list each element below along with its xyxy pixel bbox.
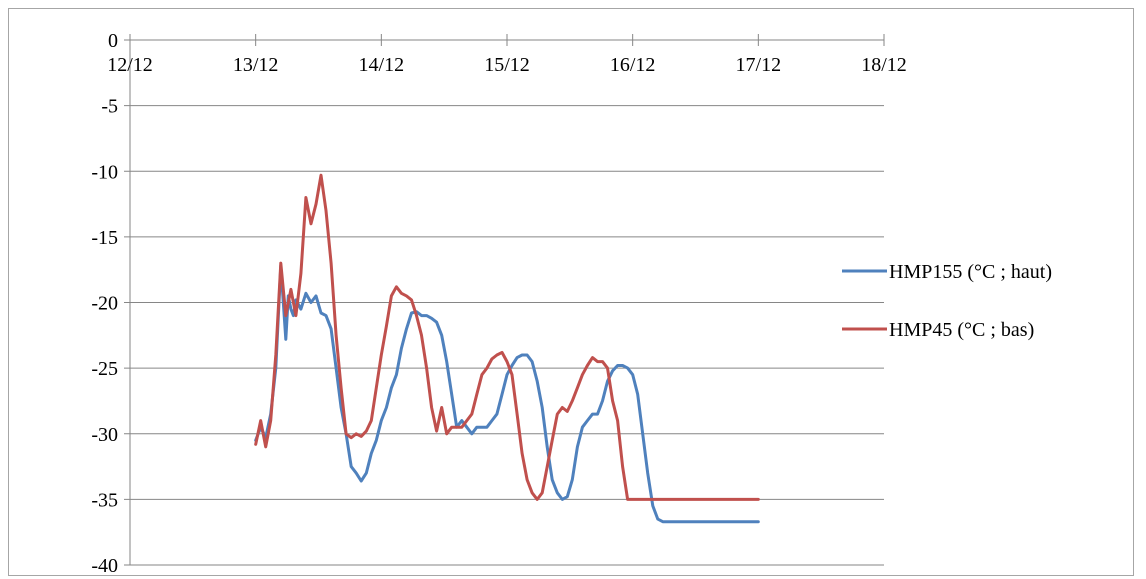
series-lines [254, 173, 760, 524]
grid-lines [130, 105, 884, 566]
axes [124, 34, 885, 566]
y-tick-label: -15 [91, 227, 118, 249]
x-tick-label: 17/12 [736, 54, 782, 76]
y-tick-labels: 0 -5 -10 -15 -20 -25 -30 -35 -40 [91, 30, 118, 577]
y-tick-label: -10 [91, 161, 118, 183]
y-tick-label: 0 [108, 30, 118, 52]
series-line-hmp45 [254, 173, 760, 501]
x-tick-label: 16/12 [610, 54, 656, 76]
y-tick-label: -25 [91, 358, 118, 380]
y-tick-label: -30 [91, 424, 118, 446]
chart-frame: 0 -5 -10 -15 -20 -25 -30 -35 -40 12/12 13/12 14/12… [8, 8, 1134, 577]
legend: HMP155 (°C ; haut) HMP45 (°C ; bas) [842, 261, 1052, 341]
legend-label: HMP45 (°C ; bas) [889, 319, 1034, 341]
y-tick-label: -20 [91, 293, 118, 315]
series-line-hmp155 [254, 264, 760, 524]
line-chart: 0 -5 -10 -15 -20 -25 -30 -35 -40 12/12 13/12 14/12… [91, 30, 1052, 577]
x-tick-label: 13/12 [233, 54, 279, 76]
x-tick-labels: 12/12 13/12 14/12 15/12 16/12 17/12 18/12 [107, 54, 907, 76]
x-tick-label: 14/12 [359, 54, 405, 76]
x-tick-label: 18/12 [861, 54, 907, 76]
x-tick-label: 15/12 [484, 54, 530, 76]
y-tick-label: -35 [91, 489, 118, 511]
y-tick-label: -40 [91, 555, 118, 577]
x-tick-label: 12/12 [107, 54, 153, 76]
legend-label: HMP155 (°C ; haut) [889, 261, 1052, 283]
y-tick-label: -5 [101, 96, 118, 118]
